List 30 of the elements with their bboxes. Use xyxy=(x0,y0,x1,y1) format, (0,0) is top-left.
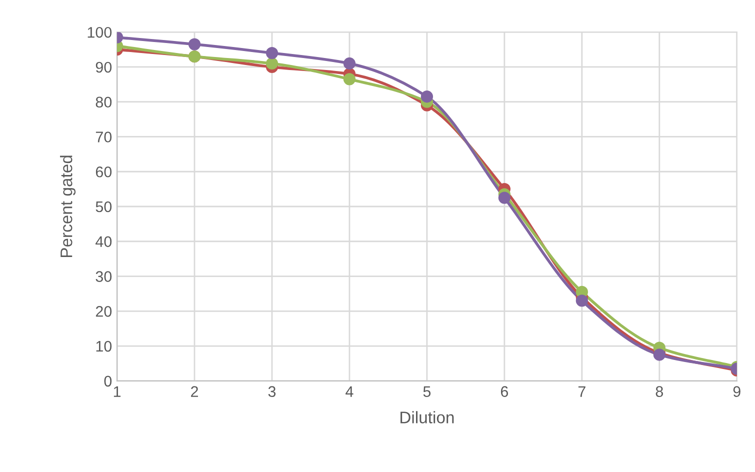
x-tick-label: 5 xyxy=(423,386,431,397)
point xyxy=(188,38,201,50)
x-tick-label: 8 xyxy=(656,386,663,397)
y-tick-label: 70 xyxy=(96,132,112,142)
x-tick-label: 1 xyxy=(114,386,121,397)
y-tick-label: 30 xyxy=(96,271,112,282)
x-axis-title: Dilution xyxy=(400,411,454,424)
point xyxy=(576,294,588,307)
y-tick-label: 100 xyxy=(88,26,112,38)
point xyxy=(266,46,278,60)
y-tick-label: 60 xyxy=(96,166,112,178)
y-tick-label: 20 xyxy=(96,306,112,317)
x-tick-label: 4 xyxy=(346,386,354,397)
point xyxy=(343,57,356,70)
y-tick-label: 0 xyxy=(104,376,112,387)
y-tick-label: 90 xyxy=(96,62,112,73)
y-tick-label: 50 xyxy=(96,201,112,212)
point xyxy=(498,192,511,204)
y-tick-label: 40 xyxy=(96,236,112,248)
x-tick-label: 9 xyxy=(733,386,740,397)
point xyxy=(343,73,356,86)
x-tick-label: 2 xyxy=(191,386,198,397)
x-tick-label: 6 xyxy=(500,386,508,397)
x-tick-label: 7 xyxy=(578,386,586,397)
y-axis-title: Percent gated xyxy=(60,156,76,258)
x-tick-label: 3 xyxy=(268,386,276,397)
point xyxy=(420,90,434,103)
y-tick-label: 80 xyxy=(96,96,112,108)
y-tick-label: 10 xyxy=(96,340,112,352)
point xyxy=(266,57,278,70)
